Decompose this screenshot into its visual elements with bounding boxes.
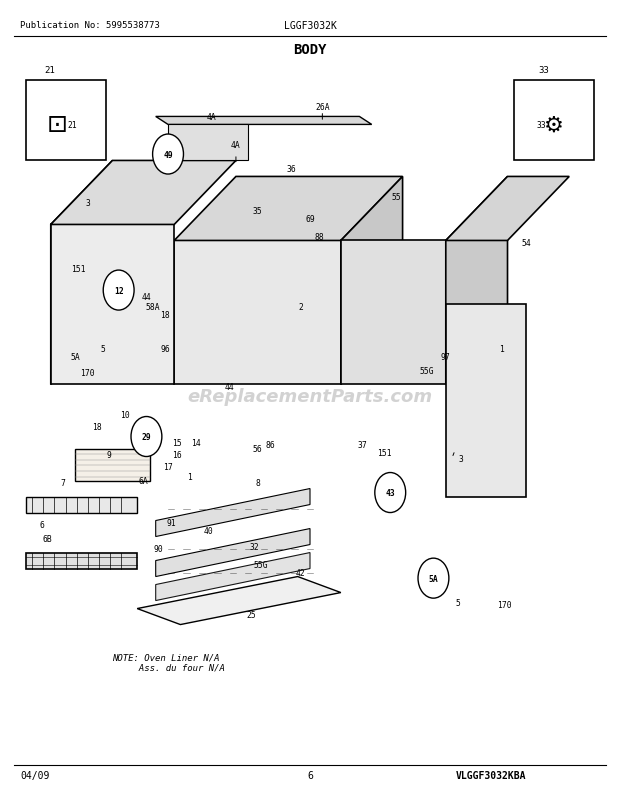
- Text: 56: 56: [253, 444, 262, 453]
- Text: 36: 36: [286, 164, 296, 174]
- Text: 33: 33: [536, 121, 546, 130]
- Text: 17: 17: [163, 462, 173, 471]
- Polygon shape: [26, 553, 137, 569]
- Polygon shape: [156, 117, 372, 125]
- Polygon shape: [51, 161, 112, 385]
- Circle shape: [375, 473, 405, 513]
- Text: 18: 18: [92, 422, 102, 431]
- Text: 25: 25: [247, 610, 256, 620]
- Polygon shape: [341, 177, 402, 385]
- Text: 4A: 4A: [206, 113, 216, 122]
- Text: 35: 35: [253, 206, 262, 215]
- Text: Publication No: 5995538773: Publication No: 5995538773: [20, 22, 160, 30]
- Text: 69: 69: [305, 214, 315, 223]
- Text: 90: 90: [154, 545, 164, 553]
- Text: 12: 12: [114, 286, 123, 295]
- Text: 5A: 5A: [71, 353, 81, 362]
- Text: 151: 151: [71, 265, 86, 273]
- Circle shape: [104, 271, 134, 310]
- Polygon shape: [446, 305, 526, 497]
- Text: 33: 33: [538, 67, 549, 75]
- Polygon shape: [156, 529, 310, 577]
- Polygon shape: [168, 125, 248, 161]
- Text: 6: 6: [39, 520, 44, 529]
- Text: 32: 32: [250, 542, 259, 551]
- Polygon shape: [156, 489, 310, 537]
- Text: 1: 1: [187, 472, 192, 481]
- Text: 5A: 5A: [428, 574, 438, 583]
- Circle shape: [418, 558, 449, 598]
- Bar: [26, 81, 106, 161]
- Text: 9: 9: [107, 451, 112, 460]
- Text: 151: 151: [377, 448, 391, 457]
- Text: 55G: 55G: [254, 561, 268, 569]
- Text: 1: 1: [499, 345, 504, 354]
- Text: 3: 3: [86, 198, 91, 207]
- Text: eReplacementParts.com: eReplacementParts.com: [187, 388, 433, 406]
- Circle shape: [153, 135, 184, 175]
- Bar: [514, 81, 594, 161]
- Text: LGGF3032K: LGGF3032K: [283, 22, 337, 31]
- Polygon shape: [156, 553, 310, 601]
- Text: 18: 18: [160, 310, 170, 319]
- Text: 86: 86: [265, 440, 275, 449]
- Text: 21: 21: [68, 121, 78, 130]
- Text: 6B: 6B: [43, 534, 53, 543]
- Text: 54: 54: [521, 238, 531, 247]
- Text: 170: 170: [81, 369, 95, 378]
- Polygon shape: [341, 241, 446, 385]
- Text: ⊡: ⊡: [46, 113, 68, 137]
- Text: 55G: 55G: [420, 367, 435, 375]
- Polygon shape: [51, 161, 236, 225]
- Polygon shape: [137, 577, 341, 625]
- Text: 170: 170: [497, 601, 511, 610]
- Text: BODY: BODY: [293, 43, 327, 57]
- Polygon shape: [51, 225, 174, 385]
- Text: NOTE: Oven Liner N/A
     Ass. du four N/A: NOTE: Oven Liner N/A Ass. du four N/A: [112, 653, 225, 672]
- Text: 04/09: 04/09: [20, 770, 49, 780]
- Text: 49: 49: [163, 150, 173, 160]
- Polygon shape: [174, 241, 341, 385]
- Polygon shape: [446, 177, 508, 385]
- Text: ⚙: ⚙: [544, 115, 564, 136]
- Text: 91: 91: [166, 518, 176, 527]
- Circle shape: [131, 417, 162, 457]
- Polygon shape: [76, 449, 149, 481]
- Polygon shape: [26, 497, 137, 513]
- Text: 42: 42: [296, 569, 306, 577]
- Polygon shape: [174, 177, 402, 241]
- Text: 97: 97: [441, 353, 451, 362]
- Text: 21: 21: [45, 67, 55, 75]
- Text: 37: 37: [358, 440, 367, 449]
- Text: 4A: 4A: [231, 141, 241, 150]
- Text: 10: 10: [120, 411, 130, 420]
- Text: 5: 5: [456, 598, 461, 607]
- Text: 6A: 6A: [138, 476, 148, 485]
- Text: 44: 44: [225, 382, 234, 391]
- Text: 8: 8: [255, 478, 260, 487]
- Text: 14: 14: [191, 438, 201, 447]
- Text: 5: 5: [101, 345, 105, 354]
- Polygon shape: [446, 177, 569, 241]
- Text: 2: 2: [298, 302, 303, 311]
- Text: 7: 7: [61, 478, 66, 487]
- Text: 3: 3: [459, 454, 464, 463]
- Text: VLGGF3032KBA: VLGGF3032KBA: [456, 770, 526, 780]
- Text: 44: 44: [141, 293, 151, 302]
- Text: 43: 43: [386, 488, 395, 497]
- Text: 58A: 58A: [145, 302, 160, 311]
- Text: 88: 88: [314, 233, 324, 241]
- Text: 29: 29: [141, 432, 151, 441]
- Text: 55: 55: [392, 192, 401, 201]
- Text: 96: 96: [160, 345, 170, 354]
- Text: 16: 16: [172, 451, 182, 460]
- Text: 15: 15: [172, 438, 182, 447]
- Text: 26A: 26A: [315, 103, 330, 111]
- Text: 40: 40: [203, 526, 213, 535]
- Text: 6: 6: [307, 770, 313, 780]
